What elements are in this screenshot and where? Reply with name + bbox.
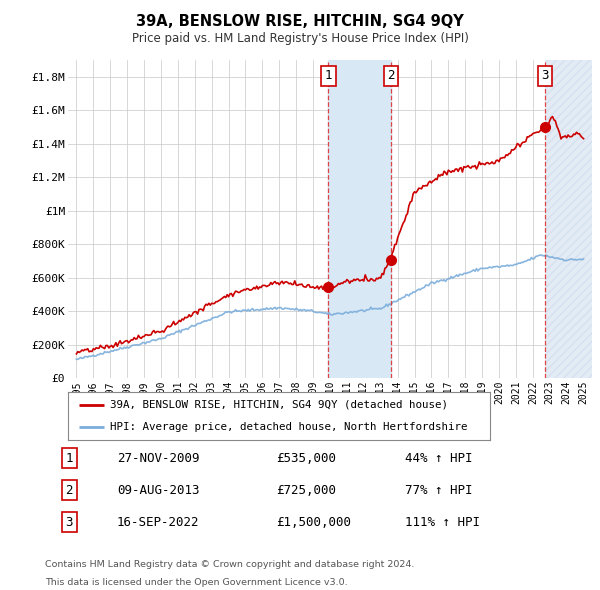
Text: Price paid vs. HM Land Registry's House Price Index (HPI): Price paid vs. HM Land Registry's House … bbox=[131, 32, 469, 45]
Text: £535,000: £535,000 bbox=[276, 451, 336, 464]
Text: 39A, BENSLOW RISE, HITCHIN, SG4 9QY: 39A, BENSLOW RISE, HITCHIN, SG4 9QY bbox=[136, 14, 464, 29]
Text: 39A, BENSLOW RISE, HITCHIN, SG4 9QY (detached house): 39A, BENSLOW RISE, HITCHIN, SG4 9QY (det… bbox=[110, 400, 448, 410]
Text: 2: 2 bbox=[65, 483, 73, 497]
Text: 27-NOV-2009: 27-NOV-2009 bbox=[117, 451, 199, 464]
Text: 111% ↑ HPI: 111% ↑ HPI bbox=[405, 516, 480, 529]
Text: 77% ↑ HPI: 77% ↑ HPI bbox=[405, 483, 473, 497]
Text: 1: 1 bbox=[325, 70, 332, 83]
Text: £1,500,000: £1,500,000 bbox=[276, 516, 351, 529]
Bar bbox=[328, 60, 391, 378]
Text: 16-SEP-2022: 16-SEP-2022 bbox=[117, 516, 199, 529]
Text: 09-AUG-2013: 09-AUG-2013 bbox=[117, 483, 199, 497]
Text: 44% ↑ HPI: 44% ↑ HPI bbox=[405, 451, 473, 464]
Text: HPI: Average price, detached house, North Hertfordshire: HPI: Average price, detached house, Nort… bbox=[110, 422, 468, 432]
Text: 2: 2 bbox=[387, 70, 395, 83]
Text: This data is licensed under the Open Government Licence v3.0.: This data is licensed under the Open Gov… bbox=[45, 578, 347, 587]
Bar bbox=[545, 60, 592, 378]
Text: 1: 1 bbox=[65, 451, 73, 464]
Bar bbox=[545, 60, 592, 378]
Text: 3: 3 bbox=[541, 70, 548, 83]
Text: £725,000: £725,000 bbox=[276, 483, 336, 497]
Text: 3: 3 bbox=[65, 516, 73, 529]
Text: Contains HM Land Registry data © Crown copyright and database right 2024.: Contains HM Land Registry data © Crown c… bbox=[45, 560, 415, 569]
